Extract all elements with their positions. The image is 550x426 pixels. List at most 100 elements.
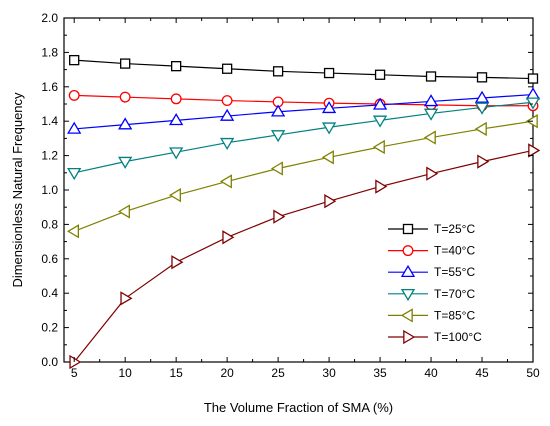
data-point <box>117 204 130 219</box>
legend-label: T=70°C <box>434 287 475 301</box>
data-point <box>119 91 131 103</box>
data-point <box>169 113 184 126</box>
data-point <box>321 101 337 114</box>
series-line <box>74 93 534 130</box>
legend-label: T=40°C <box>434 244 475 258</box>
legend-marker <box>402 245 414 257</box>
x-tick-label: 50 <box>526 366 540 380</box>
legend-item: T=40°C <box>388 244 475 258</box>
y-tick-label: 0.4 <box>41 286 58 300</box>
data-point <box>323 67 335 79</box>
data-point <box>270 161 283 176</box>
data-point <box>372 97 388 110</box>
data-point <box>375 179 388 194</box>
data-point <box>120 58 131 69</box>
x-tick-label: 5 <box>71 366 78 380</box>
y-tick-label: 1.2 <box>41 149 58 163</box>
x-tick-label: 10 <box>118 366 132 380</box>
data-point <box>118 156 133 169</box>
data-point <box>321 122 337 135</box>
series-3 <box>67 97 541 181</box>
data-point <box>171 61 182 72</box>
series-5 <box>69 143 541 370</box>
data-point <box>219 137 235 150</box>
data-point <box>423 94 439 107</box>
x-axis-title: The Volume Fraction of SMA (%) <box>204 400 393 415</box>
data-point <box>474 102 490 115</box>
data-point <box>423 130 436 145</box>
data-point <box>476 72 488 83</box>
data-point <box>221 95 233 107</box>
x-tick-label: 30 <box>322 366 336 380</box>
series-line <box>74 101 534 174</box>
legend-label: T=25°C <box>434 222 475 236</box>
series-line <box>73 149 534 363</box>
data-point <box>273 209 286 224</box>
data-point <box>169 147 184 160</box>
legend-item: T=55°C <box>388 264 475 279</box>
y-tick-label: 1.4 <box>41 114 58 128</box>
legend-label: T=100°C <box>434 330 482 344</box>
y-tick-label: 0.2 <box>41 321 58 335</box>
legend-item: T=100°C <box>388 329 482 345</box>
x-tick-label: 15 <box>169 366 183 380</box>
data-point <box>68 89 80 101</box>
y-axis-title: Dimensionless Natural Frequency <box>10 92 25 288</box>
legend-marker <box>400 264 416 278</box>
data-point <box>474 121 487 137</box>
data-point <box>474 90 490 103</box>
legend-item: T=85°C <box>388 308 475 323</box>
data-point <box>426 166 439 181</box>
data-point <box>527 73 539 84</box>
data-point <box>69 354 82 370</box>
data-point <box>120 291 133 306</box>
data-point <box>171 255 184 270</box>
y-tick-label: 1.8 <box>41 45 58 59</box>
data-point <box>118 117 133 130</box>
y-tick-label: 0.6 <box>41 252 58 266</box>
data-point <box>170 93 182 105</box>
legend-item: T=70°C <box>388 287 475 302</box>
legend-label: T=85°C <box>434 308 475 322</box>
legend-item: T=25°C <box>388 222 475 236</box>
data-point <box>324 194 337 209</box>
x-tick-label: 35 <box>373 366 387 380</box>
series-line <box>73 120 534 232</box>
series-line <box>74 59 534 80</box>
data-point <box>528 143 541 158</box>
legend: T=25°C T=40°C T=55°C T=70°C T=85°C T=100°C <box>388 222 482 345</box>
y-tick-label: 0.0 <box>41 355 58 369</box>
data-point <box>221 63 233 74</box>
data-point <box>168 188 181 203</box>
axes-layer: 5 10 15 20 25 30 35 40 45 50 0.0 0.2 0.4 0.6 0.8 1.0 1.2… <box>41 11 540 380</box>
data-point <box>525 97 541 110</box>
legend-marker <box>403 329 416 345</box>
series-2 <box>67 87 541 134</box>
legend-label: T=55°C <box>434 265 475 279</box>
series-4 <box>66 114 538 239</box>
data-point <box>270 130 286 143</box>
legend-marker <box>400 308 413 323</box>
data-point <box>222 230 235 245</box>
data-point <box>272 66 284 77</box>
series-0 <box>69 54 539 84</box>
data-point <box>67 167 82 181</box>
data-point <box>69 54 80 66</box>
data-point <box>477 154 490 169</box>
x-tick-label: 45 <box>475 366 489 380</box>
x-tick-label: 40 <box>424 366 438 380</box>
y-tick-label: 1.0 <box>41 183 58 197</box>
data-point <box>67 121 82 134</box>
series-1 <box>68 89 539 112</box>
legend-marker <box>402 223 414 235</box>
series-layer <box>66 54 541 370</box>
legend-marker <box>400 288 416 302</box>
y-tick-label: 1.6 <box>41 80 58 94</box>
x-tick-label: 20 <box>220 366 234 380</box>
y-tick-label: 0.8 <box>41 217 58 231</box>
data-point <box>372 115 388 128</box>
data-point <box>219 174 232 189</box>
data-point <box>425 71 437 82</box>
